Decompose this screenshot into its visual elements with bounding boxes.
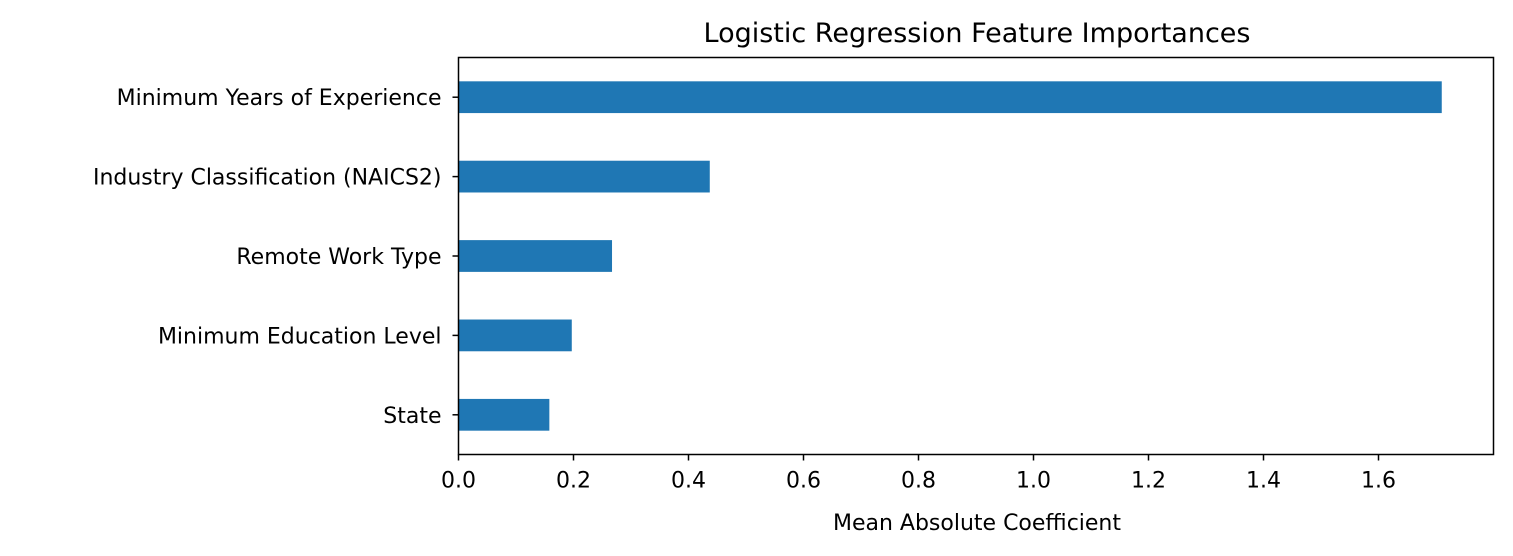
- y-tick-label: Remote Work Type: [236, 245, 441, 270]
- y-tick-label: State: [383, 404, 441, 429]
- bar: [458, 81, 1442, 114]
- y-axis: Minimum Years of Experience Industry Clas…: [93, 86, 459, 429]
- x-axis: 0.0 0.2 0.4 0.6 0.8 1.0 1.2 1.4 1.6: [441, 454, 1396, 494]
- x-tick-label: 1.2: [1131, 469, 1166, 494]
- plot-area: [458, 81, 1442, 431]
- x-tick-label: 1.4: [1246, 469, 1281, 494]
- x-tick-label: 0.8: [901, 469, 936, 494]
- x-tick-label: 0.4: [671, 469, 706, 494]
- x-tick-label: 1.0: [1016, 469, 1051, 494]
- chart-title: Logistic Regression Feature Importances: [704, 18, 1251, 49]
- y-tick-label: Minimum Years of Experience: [117, 86, 442, 111]
- y-tick-label: Minimum Education Level: [158, 324, 442, 349]
- x-tick-label: 0.6: [786, 469, 821, 494]
- bar: [458, 160, 710, 193]
- bar: [458, 319, 572, 352]
- x-tick-label: 0.2: [556, 469, 591, 494]
- x-axis-label: Mean Absolute Coefficient: [833, 511, 1121, 536]
- bar: [458, 398, 550, 431]
- x-tick-label: 0.0: [441, 469, 476, 494]
- y-tick-label: Industry Classification (NAICS2): [93, 166, 442, 191]
- plot-frame: [457, 56, 1495, 456]
- x-tick-label: 1.6: [1361, 469, 1396, 494]
- bar: [458, 240, 613, 272]
